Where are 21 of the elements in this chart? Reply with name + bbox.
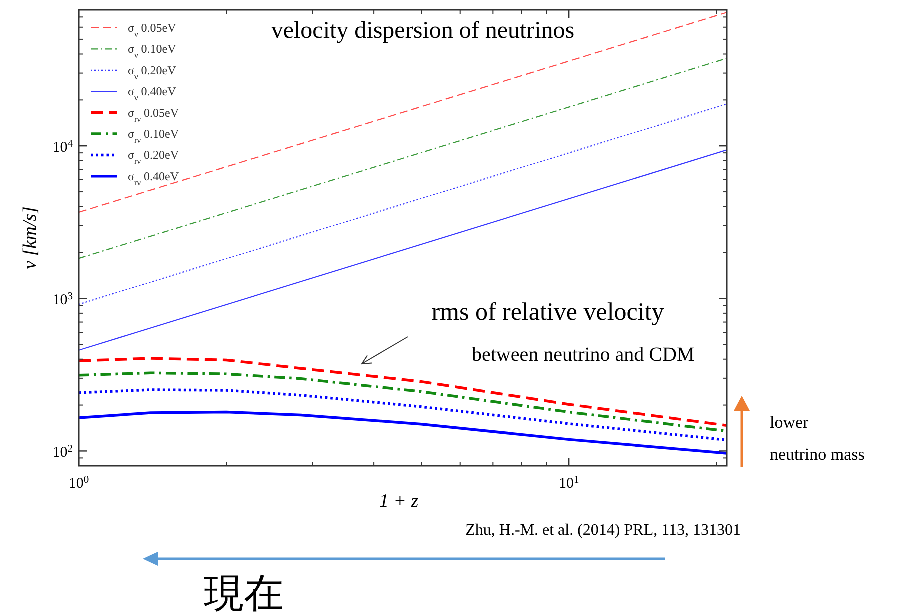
y-tick-label: 10$^{2}$	[52, 444, 73, 462]
x-tick-label: 10$^{0}$	[68, 474, 90, 492]
legend-label: σ$_{rν}$ 0.05eV	[128, 106, 180, 124]
legend-label: σ$_{rν}$ 0.40eV	[128, 169, 180, 187]
y-axis-title: v [km/s]	[20, 206, 41, 270]
legend-label: σ$_{ν}$ 0.20eV	[128, 63, 177, 81]
legend-label: σ$_{rν}$ 0.20eV	[128, 148, 180, 166]
text: lower neutrino mass	[770, 413, 865, 464]
annotation: rms of relative velocity	[432, 299, 665, 326]
text: Zhu, H.-M. et al. (2014) PRL, 113, 131301	[466, 522, 741, 539]
annotation: between neutrino and CDM	[472, 344, 695, 366]
y-tick-label: 10$^{3}$	[52, 291, 73, 309]
x-axis-title: 1 + z	[379, 491, 420, 512]
x-tick-label: 10$^{1}$	[558, 474, 580, 492]
legend-label: σ$_{ν}$ 0.05eV	[128, 21, 177, 38]
legend-label: σ$_{rν}$ 0.10eV	[128, 127, 180, 144]
y-tick-label: 10$^{4}$	[52, 138, 74, 156]
chart-title: velocity dispersion of neutrinos	[271, 18, 575, 44]
legend-label: σ$_{ν}$ 0.40eV	[128, 84, 177, 102]
text: 現在	[204, 572, 284, 612]
legend-label: σ$_{ν}$ 0.10eV	[128, 42, 177, 60]
